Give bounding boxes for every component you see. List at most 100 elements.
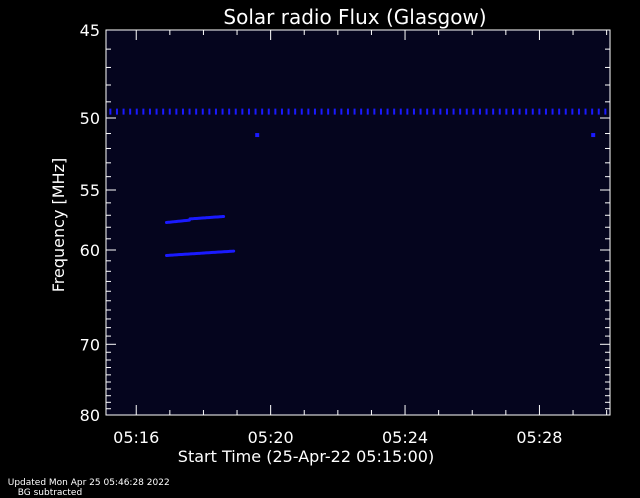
constant-line-mark bbox=[432, 108, 435, 115]
constant-line-mark bbox=[115, 108, 118, 115]
x-tick-label: 05:16 bbox=[113, 428, 159, 447]
constant-line-mark bbox=[445, 108, 448, 115]
constant-line-mark bbox=[320, 108, 323, 115]
status-footer: Updated Mon Apr 25 05:46:28 2022 BG subt… bbox=[2, 468, 170, 498]
constant-line-mark bbox=[195, 108, 198, 115]
radio-burst bbox=[188, 214, 226, 221]
constant-line-mark bbox=[366, 108, 369, 115]
radio-burst bbox=[164, 218, 192, 224]
constant-line-mark bbox=[604, 108, 607, 115]
constant-line-mark bbox=[511, 108, 514, 115]
constant-line-mark bbox=[247, 108, 250, 115]
constant-line-mark bbox=[564, 108, 567, 115]
constant-line-mark bbox=[181, 108, 184, 115]
constant-line-mark bbox=[228, 108, 231, 115]
constant-line-mark bbox=[280, 108, 283, 115]
constant-line-mark bbox=[208, 108, 211, 115]
constant-line-mark bbox=[492, 108, 495, 115]
constant-line-mark bbox=[386, 108, 389, 115]
y-tick-label: 80 bbox=[80, 406, 100, 425]
constant-line-mark bbox=[525, 108, 528, 115]
constant-line-mark bbox=[214, 108, 217, 115]
constant-line-mark bbox=[241, 108, 244, 115]
constant-line-mark bbox=[379, 108, 382, 115]
constant-line-mark bbox=[307, 108, 310, 115]
constant-line-mark bbox=[406, 108, 409, 115]
plot-frame bbox=[105, 29, 611, 416]
x-axis-label: Start Time (25-Apr-22 05:15:00) bbox=[178, 447, 434, 466]
constant-line-mark bbox=[254, 108, 257, 115]
y-tick-label: 70 bbox=[80, 335, 100, 354]
constant-line-mark bbox=[201, 108, 204, 115]
constant-line-mark bbox=[426, 108, 429, 115]
x-tick-label: 05:20 bbox=[248, 428, 294, 447]
y-axis-label: Frequency [MHz] bbox=[49, 158, 68, 292]
constant-line-mark bbox=[168, 108, 171, 115]
constant-line-mark bbox=[313, 108, 316, 115]
bg-subtracted-note: BG subtracted bbox=[17, 488, 83, 498]
constant-line-mark bbox=[294, 108, 297, 115]
constant-line-mark bbox=[221, 108, 224, 115]
constant-line-mark bbox=[472, 108, 475, 115]
y-tick-label: 55 bbox=[80, 181, 100, 200]
y-tick-label: 60 bbox=[80, 241, 100, 260]
x-axis: 05:16 05:20 05:24 05:28 bbox=[113, 30, 608, 447]
constant-line-mark bbox=[142, 108, 145, 115]
y-tick-label: 45 bbox=[80, 21, 100, 40]
constant-line-mark bbox=[399, 108, 402, 115]
spectrogram-chart: Solar radio Flux (Glasgow) 455055607080 … bbox=[49, 5, 611, 466]
constant-line-mark bbox=[274, 108, 277, 115]
constant-line-mark bbox=[452, 108, 455, 115]
chart-title: Solar radio Flux (Glasgow) bbox=[223, 5, 486, 29]
constant-line-mark bbox=[597, 108, 600, 115]
constant-line-mark bbox=[393, 108, 396, 115]
constant-line-mark bbox=[346, 108, 349, 115]
constant-line-mark bbox=[544, 108, 547, 115]
plot-area bbox=[106, 30, 610, 415]
constant-line-mark bbox=[459, 108, 462, 115]
constant-line-mark bbox=[558, 108, 561, 115]
constant-line-mark bbox=[261, 108, 264, 115]
constant-line-mark bbox=[373, 108, 376, 115]
constant-line-mark bbox=[175, 108, 178, 115]
constant-line-mark bbox=[122, 108, 125, 115]
constant-line-mark bbox=[333, 108, 336, 115]
constant-line-mark bbox=[360, 108, 363, 115]
constant-line-mark bbox=[531, 108, 534, 115]
constant-line-mark bbox=[109, 108, 112, 115]
constant-line-mark bbox=[135, 108, 138, 115]
constant-line-mark bbox=[155, 108, 158, 115]
constant-line-mark bbox=[485, 108, 488, 115]
constant-line-mark bbox=[327, 108, 330, 115]
constant-line-mark bbox=[465, 108, 468, 115]
constant-line-mark bbox=[267, 108, 270, 115]
constant-line-mark bbox=[300, 108, 303, 115]
constant-line-mark bbox=[188, 108, 191, 115]
constant-line-mark bbox=[353, 108, 356, 115]
constant-line-mark bbox=[412, 108, 415, 115]
spectrogram-signals bbox=[109, 108, 607, 257]
constant-line-mark bbox=[478, 108, 481, 115]
constant-line-mark bbox=[518, 108, 521, 115]
constant-line-mark bbox=[577, 108, 580, 115]
constant-line-mark bbox=[162, 108, 165, 115]
constant-line-mark bbox=[584, 108, 587, 115]
constant-line-mark bbox=[129, 108, 132, 115]
constant-line-mark bbox=[148, 108, 151, 115]
x-tick-label: 05:28 bbox=[516, 428, 562, 447]
radio-spot bbox=[255, 133, 260, 138]
constant-line-mark bbox=[551, 108, 554, 115]
y-axis: 45 50 55 60 70 80 bbox=[80, 21, 610, 425]
constant-line-mark bbox=[287, 108, 290, 115]
constant-line-mark bbox=[505, 108, 508, 115]
constant-line-mark bbox=[538, 108, 541, 115]
radio-burst bbox=[164, 249, 236, 257]
constant-line-mark bbox=[439, 108, 442, 115]
y-tick-label: 50 bbox=[80, 109, 100, 128]
x-tick-label: 05:24 bbox=[382, 428, 428, 447]
constant-line-mark bbox=[234, 108, 237, 115]
constant-line-mark bbox=[571, 108, 574, 115]
constant-line-mark bbox=[591, 108, 594, 115]
constant-line-mark bbox=[419, 108, 422, 115]
radio-spot bbox=[591, 133, 596, 138]
